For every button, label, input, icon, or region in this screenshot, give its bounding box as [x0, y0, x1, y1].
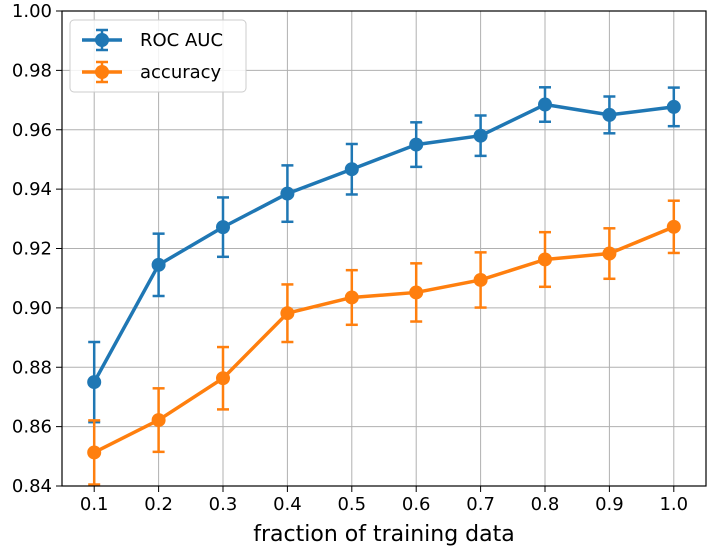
x-tick-label: 0.2	[144, 494, 173, 515]
series-line-roc-auc	[92, 102, 676, 384]
data-point	[409, 137, 424, 152]
data-point	[473, 272, 488, 287]
legend-label-accuracy: accuracy	[140, 62, 222, 83]
y-tick-label: 0.86	[12, 417, 52, 438]
data-point	[344, 290, 359, 305]
x-tick-label: 1.0	[659, 494, 688, 515]
x-tick-label: 0.9	[595, 494, 624, 515]
x-tick-label: 0.8	[531, 494, 560, 515]
data-point	[151, 257, 166, 272]
x-tick-label: 0.6	[402, 494, 431, 515]
y-tick-label: 1.00	[12, 1, 52, 22]
data-point	[216, 371, 230, 386]
data-point	[602, 246, 617, 261]
series-layer	[87, 86, 681, 486]
data-point	[151, 413, 166, 428]
x-axis-title: fraction of training data	[253, 522, 514, 547]
ticks: 0.1 0.2 0.3 0.4 0.5 0.6 0.7 0.8 0.9 1.0 0.84 0.86 0.…	[12, 1, 688, 515]
data-point	[87, 445, 102, 460]
legend: ROC AUC accuracy	[69, 19, 247, 93]
data-point	[473, 128, 488, 143]
y-tick-label: 0.98	[12, 60, 52, 81]
y-tick-label: 0.92	[12, 239, 52, 260]
data-point	[538, 252, 552, 267]
data-point	[602, 107, 617, 122]
legend-label-roc-auc: ROC AUC	[140, 30, 223, 51]
legend-entry-accuracy: accuracy	[82, 60, 222, 84]
data-point	[666, 99, 681, 114]
x-tick-label: 0.7	[466, 494, 495, 515]
data-point	[538, 97, 552, 112]
x-tick-label: 0.1	[80, 494, 109, 515]
x-tick-label: 0.4	[273, 494, 302, 515]
y-tick-label: 0.90	[12, 298, 52, 319]
y-tick-label: 0.94	[12, 179, 52, 200]
y-tick-label: 0.88	[12, 357, 52, 378]
y-tick-label: 0.84	[12, 476, 52, 497]
y-tick-label: 0.96	[12, 120, 52, 141]
legend-entry-roc-auc: ROC AUC	[82, 28, 223, 52]
data-point	[666, 219, 681, 234]
x-tick-label: 0.3	[209, 494, 238, 515]
data-point	[409, 285, 424, 300]
data-point	[344, 162, 359, 177]
data-point	[87, 375, 102, 390]
x-tick-label: 0.5	[337, 494, 366, 515]
series-line-accuracy	[92, 225, 676, 455]
legend-box	[69, 19, 247, 93]
series-accuracy	[87, 199, 681, 486]
data-point	[280, 186, 295, 201]
data-point	[280, 306, 295, 321]
data-point	[216, 220, 230, 235]
series-roc-auc	[87, 86, 681, 424]
